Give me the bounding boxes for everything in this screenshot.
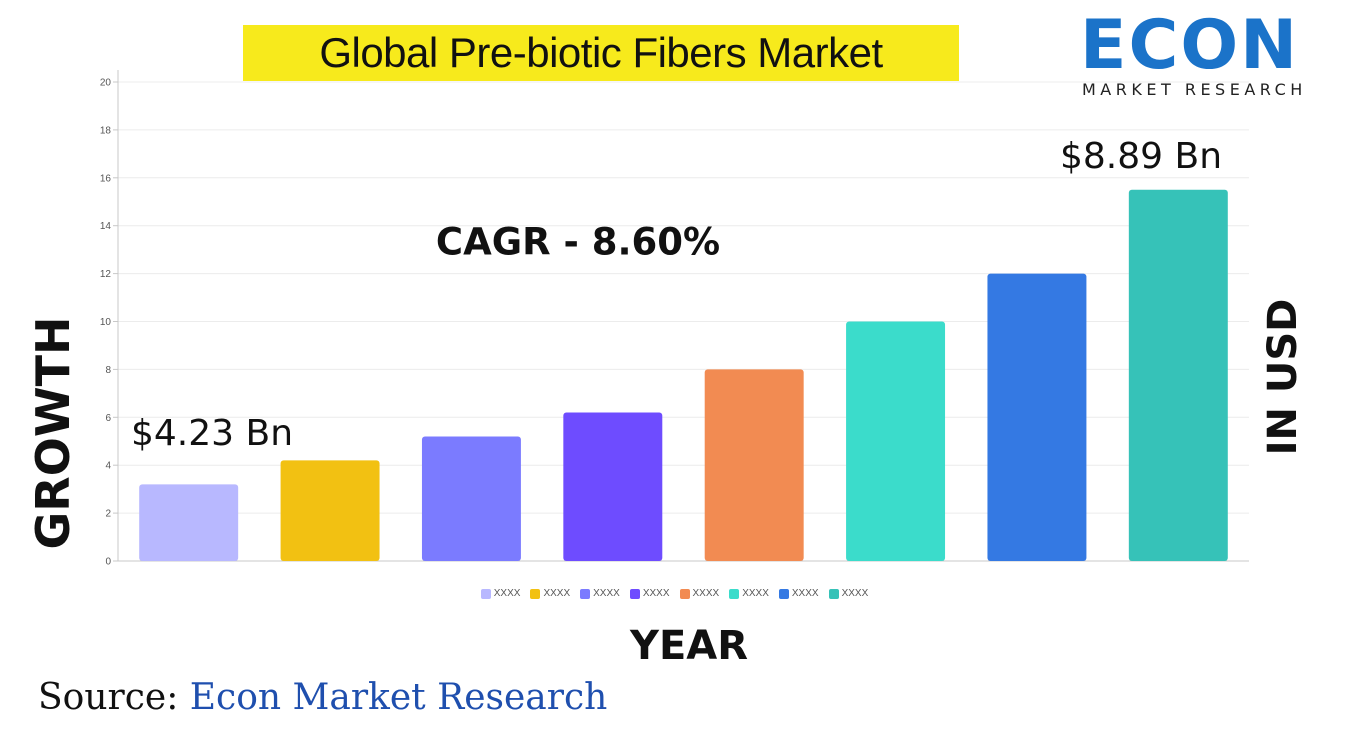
legend-item: XXXX <box>778 588 819 599</box>
bar <box>563 412 663 561</box>
y-tick-label: 0 <box>105 557 111 568</box>
chart-title: Global Pre-biotic Fibers Market <box>319 29 883 76</box>
legend-label: XXXX <box>742 588 769 599</box>
logo-wordmark: ECON <box>1080 6 1300 85</box>
y-tick-label: 4 <box>105 461 111 472</box>
legend-label: XXXX <box>642 588 670 599</box>
bars <box>139 189 1228 561</box>
y-tick-label: 14 <box>100 221 112 232</box>
y-tick-label: 2 <box>105 509 111 520</box>
y-tick-label: 12 <box>100 269 112 280</box>
y-tick-label: 20 <box>100 78 112 89</box>
bar <box>139 484 239 561</box>
first-value-label: $4.23 Bn <box>131 413 294 454</box>
source-line: Source: Econ Market Research <box>38 677 607 718</box>
legend-label: XXXX <box>543 588 571 599</box>
y-tick-label: 10 <box>100 317 112 328</box>
source-prefix: Source: <box>38 677 190 718</box>
legend: XXXX XXXX XXXX XXXX XXXX XXXX XXXX XXXX <box>0 588 1349 599</box>
legend-label: XXXX <box>791 588 819 599</box>
legend-item: XXXX <box>629 588 670 599</box>
bar <box>1128 189 1228 561</box>
legend-item: XXXX <box>480 588 521 599</box>
y-axis-ticks: 0 2 4 6 8 10 12 14 16 18 20 <box>100 78 118 568</box>
legend-label: XXXX <box>493 588 521 599</box>
logo-subtitle: MARKET RESEARCH <box>1082 80 1307 99</box>
legend-swatch <box>580 588 591 599</box>
x-axis-title: YEAR <box>629 623 749 669</box>
legend-item: XXXX <box>580 588 620 599</box>
last-value-label: $8.89 Bn <box>1060 136 1223 177</box>
y-tick-label: 18 <box>100 125 112 136</box>
legend-swatch <box>778 588 789 599</box>
legend-item: XXXX <box>828 588 869 599</box>
legend-swatch <box>530 588 541 599</box>
legend-label: XXXX <box>692 588 720 599</box>
bar <box>987 273 1087 561</box>
y-tick-label: 6 <box>105 413 111 424</box>
y-axis-title-left: GROWTH <box>26 316 80 550</box>
legend-item: XXXX <box>530 588 570 599</box>
legend-swatch <box>629 588 640 599</box>
legend-item: XXXX <box>729 588 769 599</box>
bar <box>280 460 380 561</box>
legend-swatch <box>679 588 690 599</box>
legend-label: XXXX <box>841 588 869 599</box>
legend-swatch <box>729 588 740 599</box>
legend-label: XXXX <box>593 588 620 599</box>
y-axis-title-right: IN USD <box>1260 298 1306 456</box>
bar <box>421 436 521 561</box>
econ-logo: ECON MARKET RESEARCH <box>1080 10 1330 102</box>
source-name: Econ Market Research <box>189 677 608 718</box>
y-tick-label: 8 <box>105 365 111 376</box>
y-tick-label: 16 <box>100 173 112 184</box>
legend-swatch <box>828 588 839 599</box>
bar <box>846 321 946 561</box>
legend-swatch <box>480 588 491 599</box>
legend-item: XXXX <box>679 588 720 599</box>
bar <box>704 369 804 561</box>
cagr-label: CAGR - 8.60% <box>435 220 721 264</box>
title-highlight: Global Pre-biotic Fibers Market <box>243 25 959 81</box>
